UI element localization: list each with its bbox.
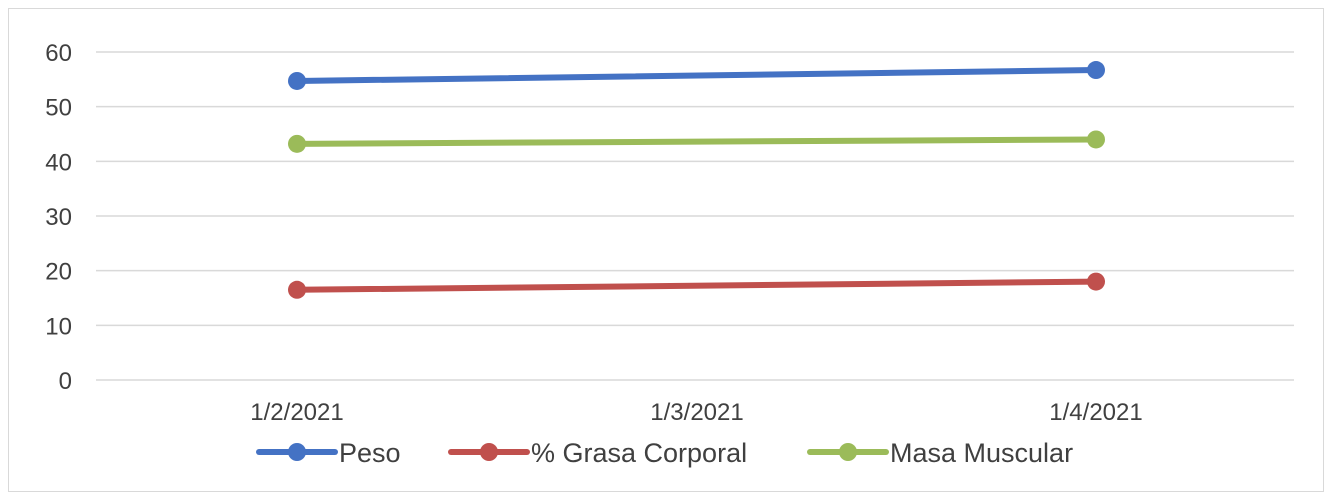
x-category-label: 1/4/2021	[1049, 399, 1142, 426]
data-point	[288, 71, 306, 90]
series-line	[294, 67, 1099, 84]
legend-marker	[480, 443, 498, 461]
y-tick-label: 0	[59, 368, 72, 395]
legend-item: Masa Muscular	[807, 438, 1073, 468]
series-line	[294, 278, 1099, 293]
y-tick-label: 60	[45, 40, 72, 67]
series-masa-muscular	[288, 130, 1105, 153]
legend-label: Masa Muscular	[890, 438, 1073, 468]
y-tick-label: 40	[45, 149, 72, 176]
legend-label: Peso	[339, 438, 401, 468]
data-point	[288, 134, 306, 153]
legend: Peso % Grasa Corporal Masa Muscular	[256, 438, 1073, 468]
y-tick-label: 50	[45, 95, 72, 122]
series-line	[294, 136, 1099, 147]
legend-marker	[288, 443, 306, 461]
gridlines	[96, 51, 1294, 381]
legend-item: Peso	[256, 438, 401, 468]
data-point	[288, 280, 306, 299]
series-group	[288, 61, 1105, 299]
x-category-label: 1/3/2021	[650, 399, 743, 426]
y-tick-label: 10	[45, 313, 72, 340]
data-point	[1087, 272, 1105, 291]
legend-marker	[839, 443, 857, 461]
series-peso	[288, 61, 1105, 90]
data-point	[1087, 130, 1105, 149]
y-axis-ticks: 0 10 20 30 40 50 60	[45, 40, 72, 395]
y-tick-label: 20	[45, 259, 72, 286]
legend-label: % Grasa Corporal	[531, 438, 747, 468]
series-grasa-corporal	[288, 272, 1105, 299]
y-tick-label: 30	[45, 204, 72, 231]
x-axis-categories: 1/2/2021 1/3/2021 1/4/2021	[250, 399, 1142, 426]
data-point	[1087, 61, 1105, 80]
chart-frame	[8, 8, 1324, 492]
legend-item: % Grasa Corporal	[448, 438, 747, 468]
x-category-label: 1/2/2021	[250, 399, 343, 426]
